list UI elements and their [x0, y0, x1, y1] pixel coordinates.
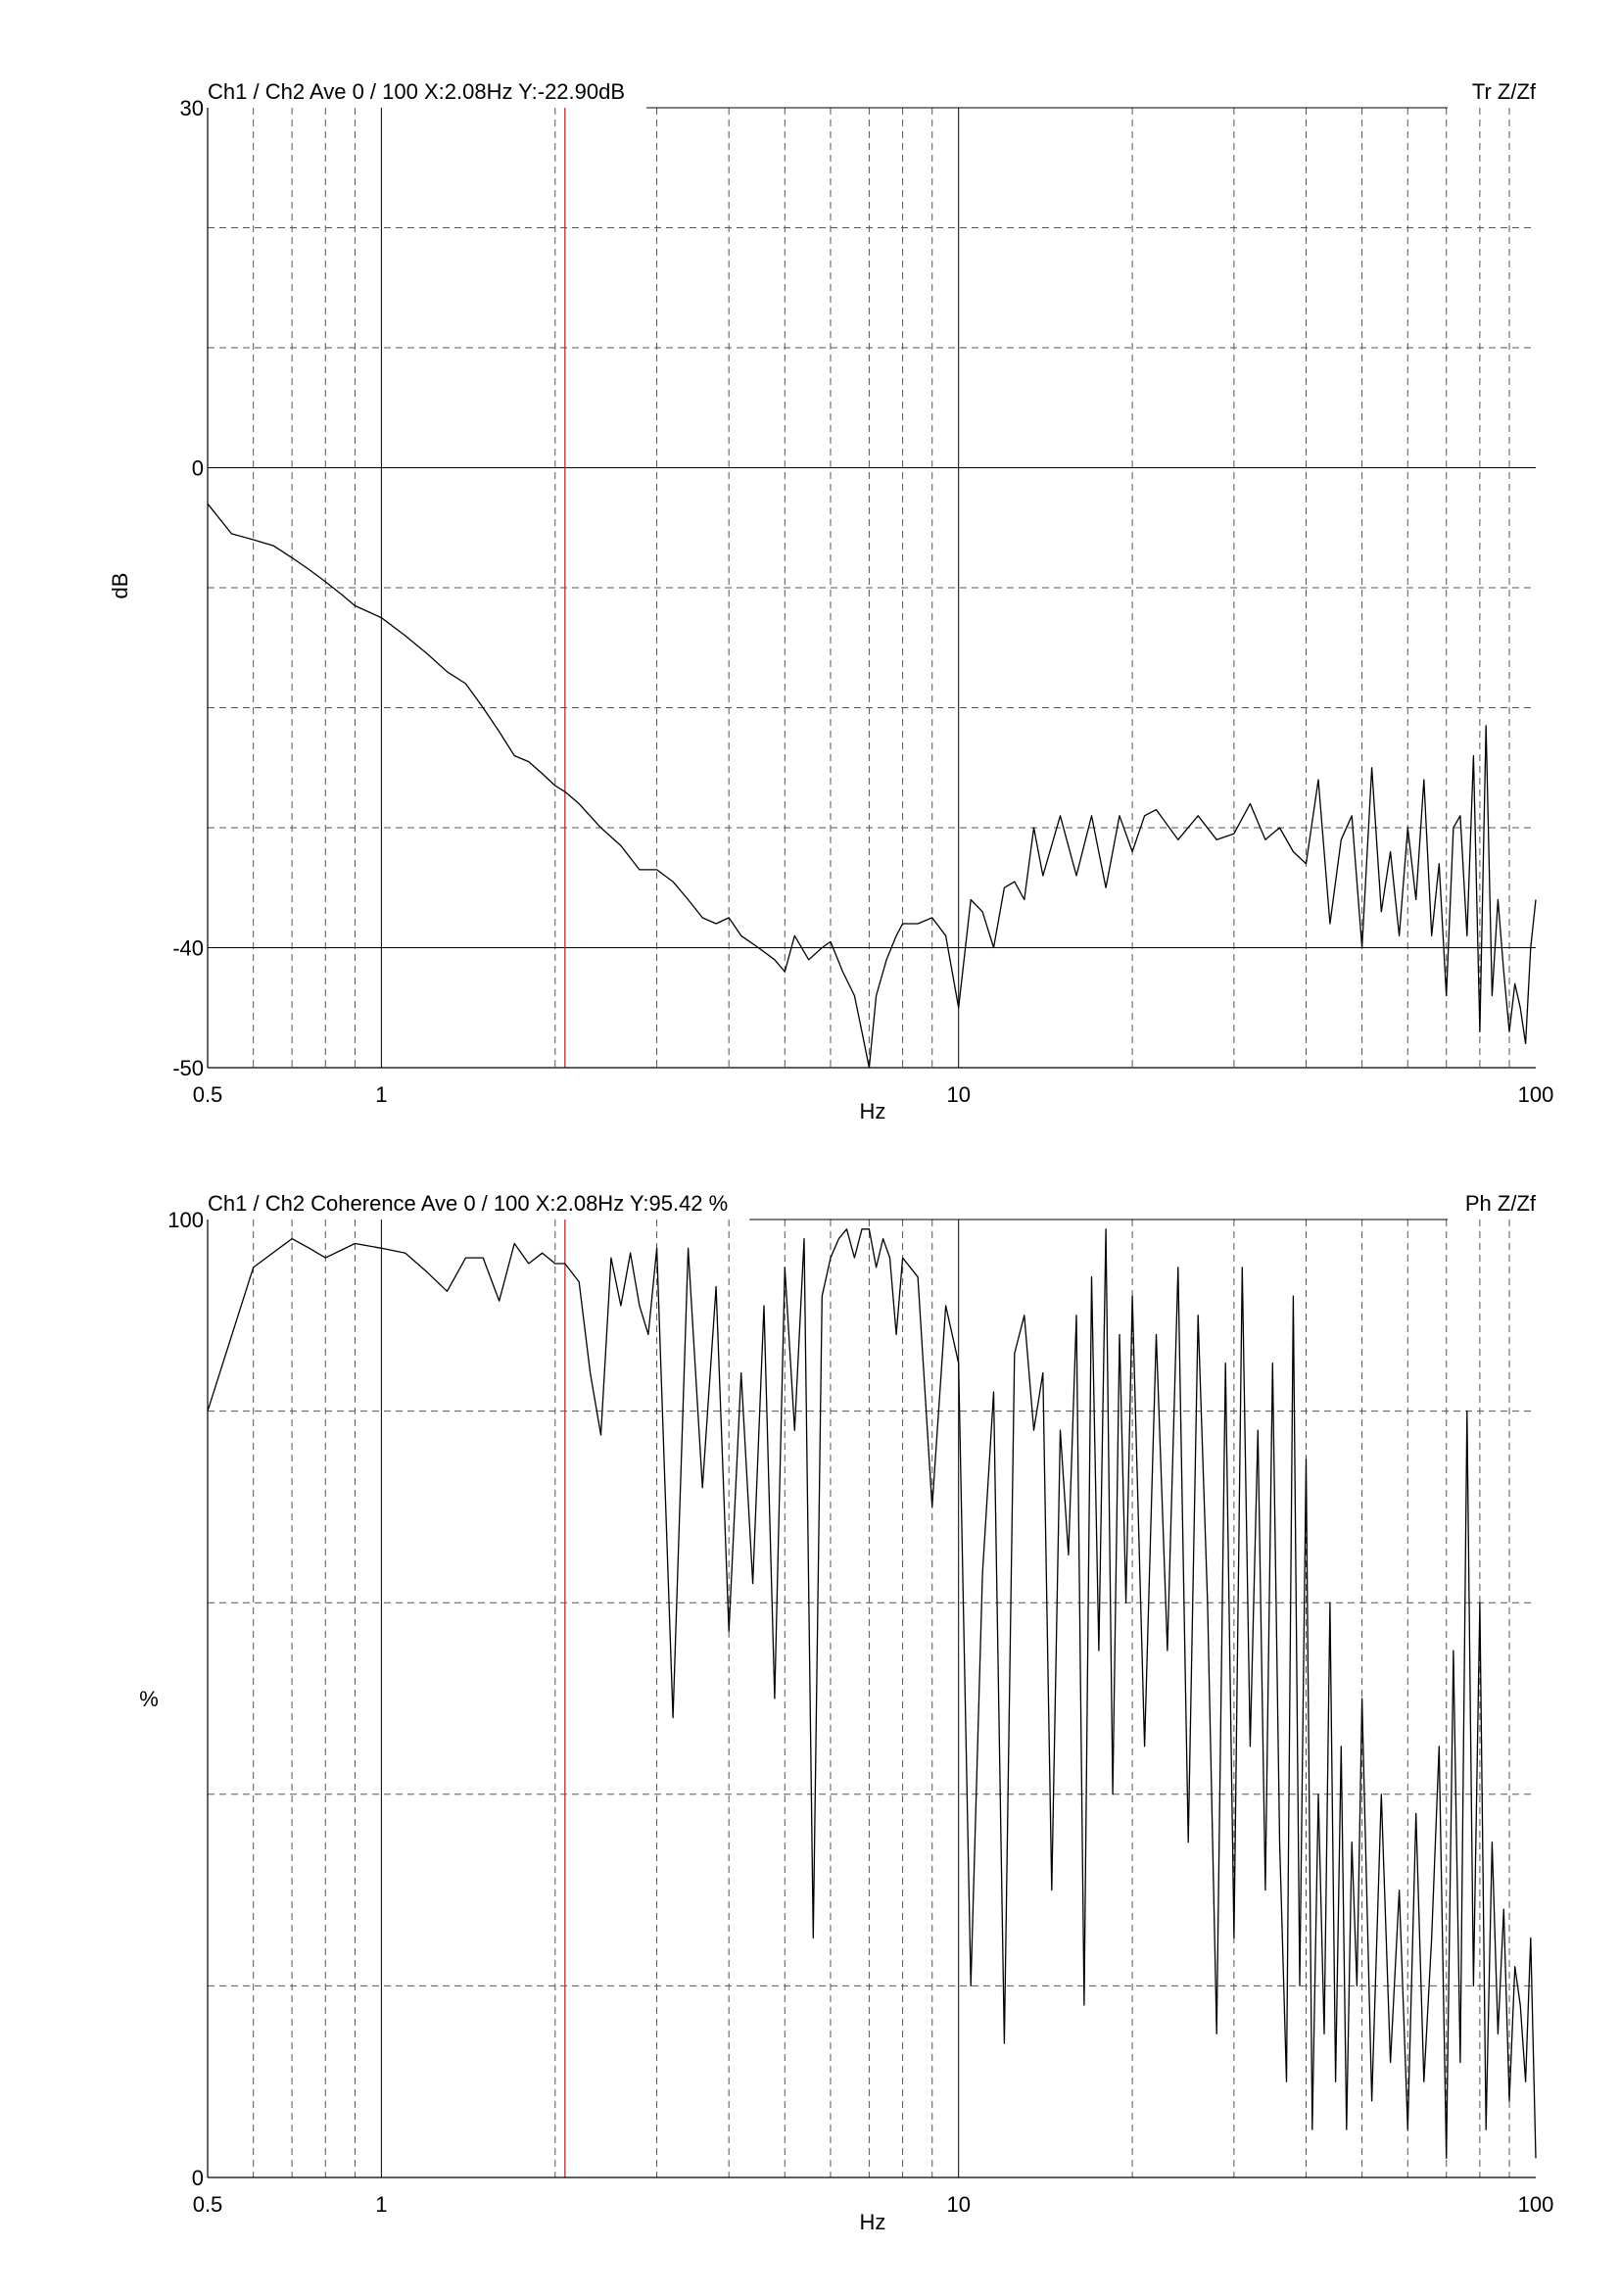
y-tick-labels: 100 0	[167, 1208, 204, 2190]
x-tick-label: 10	[946, 1082, 970, 1107]
x-tick-label: 0.5	[193, 2192, 223, 2217]
x-axis-label: Hz	[860, 1099, 886, 1124]
y-axis-label: dB	[108, 573, 132, 599]
x-tick-labels: 0.5 1 10 100	[193, 2192, 1554, 2217]
series-line-magnitude	[207, 502, 1537, 1069]
x-tick-labels: 0.5 1 10 100	[193, 1082, 1554, 1107]
y-tick-label: 0	[192, 2166, 204, 2190]
y-tick-label: 100	[167, 1208, 204, 1232]
transfer-function-chart: Ch1 / Ch2 Ave 0 / 100 X:2.08Hz Y:-22.90d…	[108, 79, 1553, 1124]
grid	[208, 108, 1536, 1068]
x-tick-label: 1	[375, 2192, 387, 2217]
y-tick-label: -40	[172, 936, 204, 961]
x-tick-label: 0.5	[193, 1082, 223, 1107]
y-tick-label: 0	[192, 456, 204, 481]
chart-header: Ch1 / Ch2 Coherence Ave 0 / 100 X:2.08Hz…	[208, 1191, 728, 1216]
x-tick-label: 100	[1518, 2192, 1554, 2217]
plot-frame	[207, 107, 1536, 1069]
x-tick-label: 1	[375, 1082, 387, 1107]
x-tick-label: 10	[946, 2192, 970, 2217]
x-axis-label: Hz	[860, 2210, 886, 2234]
y-tick-label: -50	[172, 1056, 204, 1080]
grid	[208, 1220, 1536, 2177]
chart-header: Ch1 / Ch2 Ave 0 / 100 X:2.08Hz Y:-22.90d…	[208, 79, 625, 104]
trace-label: Tr Z/Zf	[1472, 79, 1537, 104]
trace-label: Ph Z/Zf	[1465, 1191, 1537, 1216]
coherence-chart: Ch1 / Ch2 Coherence Ave 0 / 100 X:2.08Hz…	[139, 1191, 1553, 2234]
y-tick-labels: 30 0 -40 -50	[172, 96, 204, 1080]
y-axis-label: %	[139, 1687, 159, 1711]
series-line-coherence	[207, 1228, 1537, 2160]
y-tick-label: 30	[180, 96, 204, 120]
plot-frame	[207, 1219, 1536, 2178]
x-tick-label: 100	[1518, 1082, 1554, 1107]
